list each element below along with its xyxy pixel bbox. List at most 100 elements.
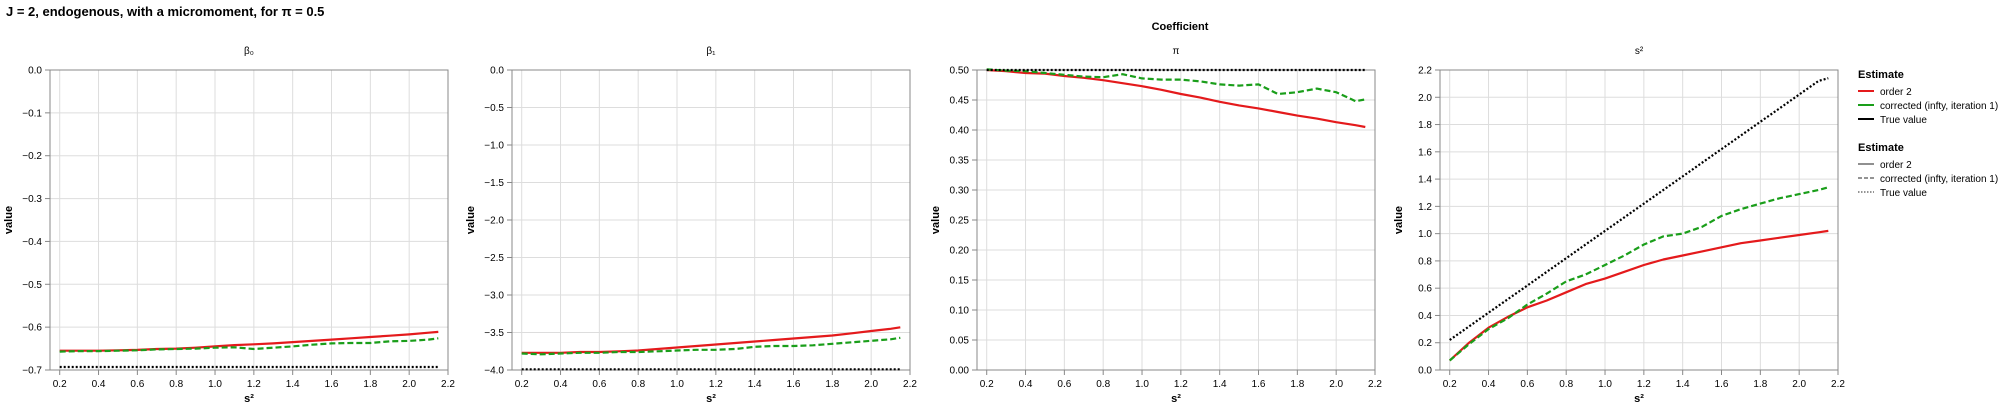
y-tick-label: 0.30 (950, 186, 970, 197)
y-tick-label: −0.5 (22, 280, 42, 291)
panel-title: s² (1635, 46, 1644, 57)
x-tick-label: 0.6 (1057, 379, 1071, 390)
x-tick-label: 2.2 (903, 379, 917, 390)
x-tick-label: 0.4 (554, 379, 568, 390)
y-tick-label: 0.20 (950, 246, 970, 257)
x-tick-label: 0.4 (1482, 379, 1496, 390)
y-tick-label: 0.8 (1418, 256, 1432, 267)
x-tick-label: 0.4 (1019, 379, 1033, 390)
y-tick-label: 1.2 (1418, 202, 1432, 213)
y-tick-label: −4.0 (484, 366, 504, 377)
x-tick-label: 1.4 (1213, 379, 1227, 390)
y-tick-label: 0.10 (950, 306, 970, 317)
panels: β₀ 0.2 0.4 0.6 0.8 1.0 1.2 1.4 1.6 1.8 2.0 2.2 0.0 −0… (3, 46, 1845, 405)
y-tick-label: 0.6 (1418, 284, 1432, 295)
x-tick-label: 1.0 (208, 379, 222, 390)
x-tick-label: 1.2 (709, 379, 723, 390)
x-tick-label: 1.0 (1135, 379, 1149, 390)
panel-1: β₁ 0.2 0.4 0.6 0.8 1.0 1.2 1.4 1.6 1.8 2.0 2.2 0.0 −0… (465, 46, 917, 405)
x-tick-label: 1.0 (670, 379, 684, 390)
x-tick-label: 1.6 (1715, 379, 1729, 390)
x-axis-label: s² (706, 393, 716, 405)
x-tick-label: 1.2 (1637, 379, 1651, 390)
legend-label: True value (1880, 115, 1927, 126)
legend-title: Estimate (1858, 142, 1904, 154)
y-axis-label: value (930, 206, 942, 234)
facet-header: Coefficient (1152, 21, 1209, 33)
x-tick-label: 0.2 (515, 379, 529, 390)
legend: Estimate order 2 corrected (infty, iterati… (1858, 69, 1998, 199)
y-tick-label: 1.8 (1418, 120, 1432, 131)
y-axis-label: value (1393, 206, 1405, 234)
y-tick-label: −3.5 (484, 328, 504, 339)
x-tick-label: 1.6 (787, 379, 801, 390)
x-tick-label: 0.6 (1520, 379, 1534, 390)
x-tick-label: 1.0 (1598, 379, 1612, 390)
panel-title: β₁ (706, 46, 716, 57)
series-line-order (1448, 229, 1829, 362)
x-tick-label: 1.8 (363, 379, 377, 390)
y-tick-label: 2.0 (1418, 93, 1432, 104)
x-tick-label: 0.2 (53, 379, 67, 390)
x-tick-label: 2.0 (402, 379, 416, 390)
y-tick-label: 1.6 (1418, 147, 1432, 158)
y-tick-label: −2.0 (484, 216, 504, 227)
y-tick-label: −0.1 (22, 108, 42, 119)
panel-2: π 0.2 0.4 0.6 0.8 1.0 1.2 1.4 1.6 1.8 2.0 2.2 0.50 0.… (930, 46, 1382, 405)
x-tick-label: 1.8 (1290, 379, 1304, 390)
y-tick-label: −0.7 (22, 366, 42, 377)
y-tick-label: 0.0 (28, 66, 42, 77)
x-tick-label: 2.2 (1368, 379, 1382, 390)
y-axis-label: value (3, 206, 15, 234)
y-tick-label: 0.25 (950, 216, 970, 227)
y-tick-label: 0.15 (950, 276, 970, 287)
y-tick-label: −0.2 (22, 151, 42, 162)
series-line-corrected (521, 336, 901, 356)
x-tick-label: 0.8 (169, 379, 183, 390)
x-tick-label: 0.6 (592, 379, 606, 390)
x-tick-label: 1.6 (325, 379, 339, 390)
x-tick-label: 0.2 (1443, 379, 1457, 390)
x-tick-label: 2.0 (1792, 379, 1806, 390)
x-tick-label: 0.4 (92, 379, 106, 390)
panel-0: β₀ 0.2 0.4 0.6 0.8 1.0 1.2 1.4 1.6 1.8 2.0 2.2 0.0 −0… (3, 46, 455, 405)
x-tick-label: 2.2 (441, 379, 455, 390)
y-tick-label: −0.6 (22, 323, 42, 334)
y-tick-label: 0.00 (950, 366, 970, 377)
y-tick-label: 0.05 (950, 336, 970, 347)
y-tick-label: 0.45 (950, 96, 970, 107)
y-tick-label: 1.4 (1418, 175, 1432, 186)
y-tick-label: 2.2 (1418, 66, 1432, 77)
x-axis-label: s² (1634, 393, 1644, 405)
series-line-corrected (59, 337, 439, 353)
y-tick-label: 0.35 (950, 156, 970, 167)
y-tick-label: −0.4 (22, 237, 42, 248)
x-axis-label: s² (244, 393, 254, 405)
legend-title: Estimate (1858, 69, 1904, 81)
y-tick-label: 0.4 (1418, 311, 1432, 322)
series-line-corrected (986, 68, 1366, 103)
x-tick-label: 1.6 (1252, 379, 1266, 390)
y-tick-label: 0.0 (1418, 366, 1432, 377)
y-tick-label: 1.0 (1418, 229, 1432, 240)
series-line-true (1449, 77, 1829, 341)
panel-title: β₀ (244, 46, 254, 57)
x-tick-label: 0.8 (631, 379, 645, 390)
x-tick-label: 0.8 (1096, 379, 1110, 390)
series-line-corrected (1448, 186, 1829, 362)
y-tick-label: 0.2 (1418, 338, 1432, 349)
x-tick-label: 2.2 (1831, 379, 1845, 390)
legend-label: True value (1880, 188, 1927, 199)
y-tick-label: 0.50 (950, 66, 970, 77)
y-tick-label: −0.5 (484, 103, 504, 114)
x-tick-label: 1.4 (1676, 379, 1690, 390)
y-tick-label: −1.5 (484, 178, 504, 189)
x-tick-label: 2.0 (864, 379, 878, 390)
plot-frame (1439, 69, 1839, 371)
x-tick-label: 1.8 (1753, 379, 1767, 390)
legend-label: order 2 (1880, 160, 1912, 171)
legend-label: order 2 (1880, 87, 1912, 98)
y-tick-label: −0.3 (22, 194, 42, 205)
figure-title: J = 2, endogenous, with a micromoment, f… (6, 4, 324, 19)
x-tick-label: 2.0 (1329, 379, 1343, 390)
